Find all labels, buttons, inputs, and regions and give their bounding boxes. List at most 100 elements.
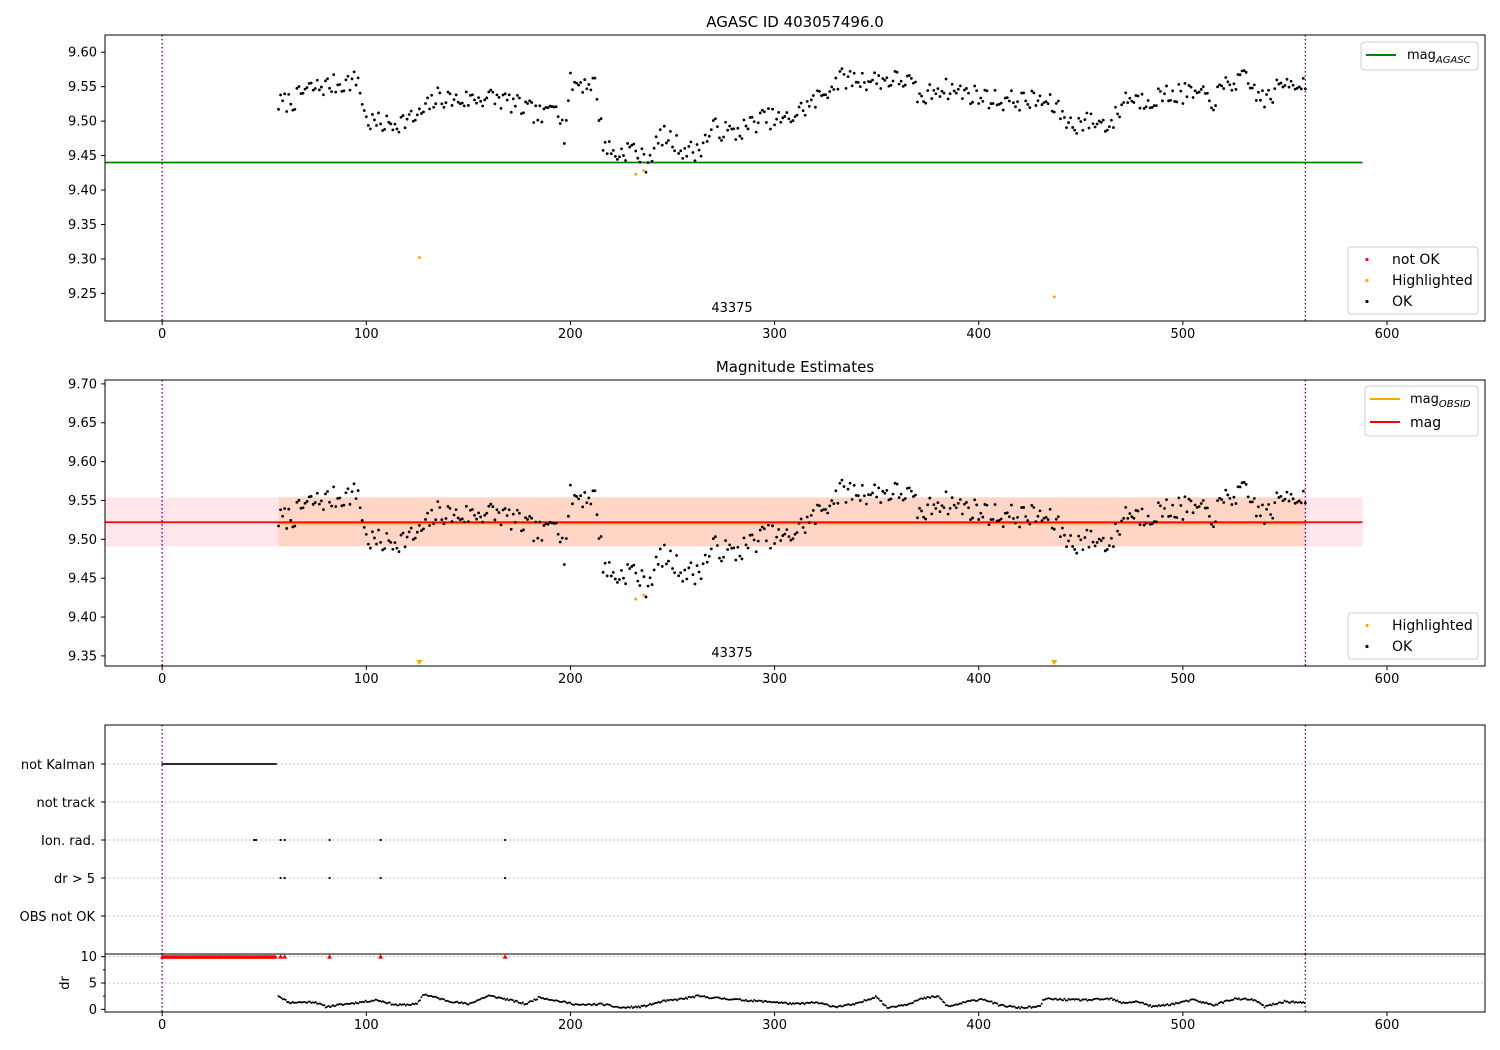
magnitude-ok-point xyxy=(1279,495,1283,498)
magnitude-ok-point xyxy=(497,511,501,514)
dr-point xyxy=(634,1005,637,1008)
agasc-ok-point xyxy=(334,90,338,94)
magnitude-ok-point xyxy=(785,528,789,532)
magnitude-ok-point xyxy=(1038,509,1042,513)
magnitude-ok-point xyxy=(599,535,603,538)
dr-point xyxy=(942,1000,945,1003)
dr-point xyxy=(287,1000,290,1003)
agasc-ok-point xyxy=(281,99,285,103)
agasc-ok-point xyxy=(575,81,578,85)
agasc-ok-point xyxy=(734,138,738,141)
agasc-ok-point xyxy=(607,140,611,143)
flag-point xyxy=(328,876,331,880)
agasc-ok-point xyxy=(356,76,360,80)
agasc-ok-point xyxy=(899,79,903,83)
dr-ytick-label: 10 xyxy=(80,950,97,965)
agasc-ok-point xyxy=(1238,73,1242,77)
magnitude-ok-point xyxy=(1107,544,1111,548)
dr-point xyxy=(521,1001,524,1004)
magnitude-ok-point xyxy=(1269,513,1273,516)
magnitude-ok-point xyxy=(630,565,634,568)
agasc-ok-point xyxy=(971,100,975,104)
dr-point xyxy=(663,999,666,1002)
dr-point xyxy=(291,1000,294,1003)
dr-point xyxy=(750,999,753,1002)
magnitude-ok-point xyxy=(375,542,378,546)
magnitude-ok-point xyxy=(912,495,915,498)
magnitude-ok-point xyxy=(417,524,421,527)
magnitude-ok-point xyxy=(1097,537,1101,541)
dr-point xyxy=(776,1000,779,1003)
dr-point xyxy=(709,997,712,1000)
dr-point xyxy=(716,996,719,999)
magnitude-ok-point xyxy=(1216,499,1219,503)
dr-point xyxy=(396,1004,399,1007)
agasc-ok-point xyxy=(511,97,515,101)
dr-point xyxy=(394,1003,397,1006)
dr-point xyxy=(873,996,876,999)
dr-point xyxy=(637,1005,640,1008)
agasc-highlighted-point xyxy=(1052,295,1056,299)
magnitude-ok-point xyxy=(891,492,895,496)
agasc-ok-point xyxy=(1112,126,1115,129)
agasc-ok-point xyxy=(507,93,511,97)
dr-point xyxy=(784,1001,787,1004)
dr-point xyxy=(829,1005,832,1008)
agasc-ok-point xyxy=(605,152,609,155)
agasc-ok-point xyxy=(701,141,705,145)
magnitude-ok-point xyxy=(1058,535,1062,539)
agasc-ok-point xyxy=(1089,112,1093,116)
magnitude-ok-point xyxy=(346,487,350,491)
agasc-ok-point xyxy=(338,83,342,86)
agasc-ok-point xyxy=(1132,101,1136,104)
agasc-ok-point xyxy=(703,133,707,137)
magnitude-ok-point xyxy=(373,536,376,540)
agasc-ok-point xyxy=(1142,107,1146,110)
agasc-ok-point xyxy=(448,92,452,96)
agasc-ok-point xyxy=(411,119,415,123)
agasc-ok-point xyxy=(834,76,838,80)
magnitude-ok-point xyxy=(1120,519,1124,523)
magnitude-ok-point xyxy=(824,508,828,511)
magnitude-ok-point xyxy=(1197,505,1201,508)
magnitude-ok-point xyxy=(746,546,750,550)
agasc-ok-point xyxy=(330,90,333,94)
agasc-ok-point xyxy=(1232,82,1236,86)
magnitude-ok-point xyxy=(654,555,658,559)
magnitude-ok-point xyxy=(1297,499,1301,503)
dr-point xyxy=(564,1001,567,1004)
dr-point xyxy=(1034,1006,1037,1009)
agasc-ok-point xyxy=(609,152,613,156)
dr-point xyxy=(1150,1006,1153,1009)
agasc-ok-point xyxy=(540,120,544,124)
agasc-ok-point xyxy=(948,92,952,96)
dr-clipped-marker xyxy=(502,954,508,959)
agasc-ok-point xyxy=(373,118,376,122)
agasc-ok-point xyxy=(1140,92,1144,96)
agasc-ok-point xyxy=(289,102,293,106)
magnitude-ytick-label: 9.45 xyxy=(68,572,97,587)
dr-point xyxy=(643,1004,646,1007)
magnitude-ok-point xyxy=(348,502,352,506)
agasc-ok-point xyxy=(1097,119,1101,123)
magnitude-ok-point xyxy=(805,515,809,519)
agasc-ok-point xyxy=(1099,120,1103,124)
agasc-ok-point xyxy=(556,115,560,119)
agasc-ok-point xyxy=(981,100,985,103)
magnitude-ok-point xyxy=(397,550,401,554)
agasc-ok-point xyxy=(1163,92,1166,96)
magnitude-ok-point xyxy=(526,518,529,521)
agasc-ok-point xyxy=(332,73,336,77)
magnitude-ok-point xyxy=(1040,519,1044,523)
agasc-ok-point xyxy=(495,93,499,97)
magnitude-ok-point xyxy=(1140,507,1144,511)
magnitude-ok-point xyxy=(1085,528,1089,532)
dr-point xyxy=(1190,998,1193,1001)
agasc-ok-point xyxy=(828,90,832,93)
magnitude-ok-point xyxy=(1210,522,1213,526)
agasc-ok-point xyxy=(934,92,938,96)
dr-point xyxy=(373,999,376,1002)
magnitude-ok-point xyxy=(1116,529,1119,533)
magnitude-ok-point xyxy=(377,528,380,532)
magnitude-ok-point xyxy=(356,489,360,492)
